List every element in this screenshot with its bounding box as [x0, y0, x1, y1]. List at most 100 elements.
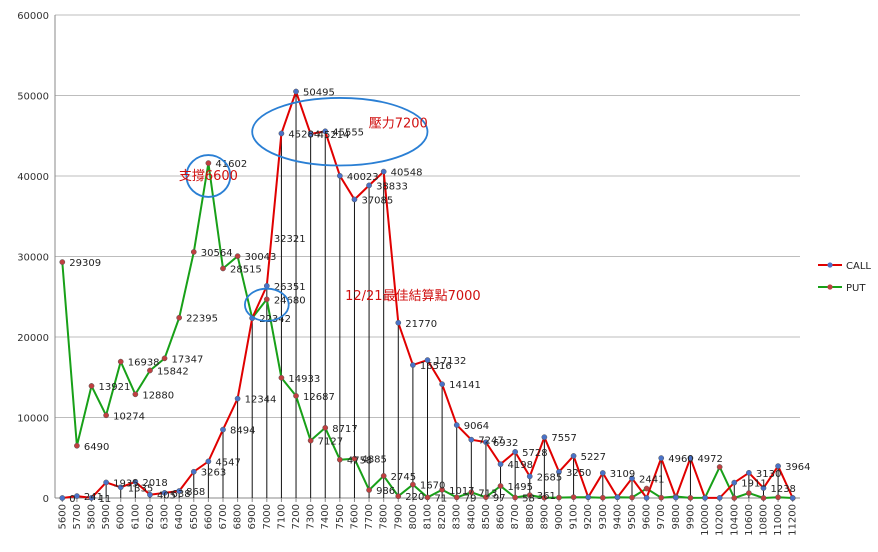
x-tick-label: 8300: [452, 504, 463, 529]
point-call: [629, 475, 635, 482]
x-tick-label: 5700: [72, 504, 83, 529]
x-tick-label: 7100: [276, 504, 287, 529]
x-tick-label: 10000: [700, 504, 711, 536]
data-label: 220: [405, 492, 424, 503]
point-put: [599, 494, 606, 501]
point-put: [541, 494, 548, 501]
annotations: 支撐6600 壓力7200 12/21最佳結算點7000: [179, 97, 481, 322]
x-tick-label: 11200: [788, 504, 799, 536]
data-label: 241: [84, 492, 103, 503]
data-label: 40548: [391, 168, 423, 179]
data-label: 1335: [128, 483, 153, 494]
data-label: 45284: [288, 129, 320, 140]
x-tick-label: 9000: [554, 504, 565, 529]
annotation-text: 壓力7200: [369, 117, 428, 132]
point-put: [263, 296, 270, 303]
x-tick-label: 8700: [510, 504, 521, 529]
point-put: [132, 391, 139, 398]
point-put: [556, 494, 562, 501]
x-tick-label: 9600: [642, 504, 653, 529]
data-label: 41602: [215, 159, 247, 170]
data-label: 17347: [172, 354, 204, 365]
data-label: 12687: [303, 392, 335, 403]
x-tick-label: 8000: [408, 504, 419, 529]
x-tick-label: 8800: [525, 504, 536, 529]
point-put: [512, 494, 518, 501]
data-label: 45555: [332, 127, 364, 138]
point-put: [117, 358, 124, 365]
point-put: [366, 487, 372, 493]
point-put: [687, 495, 694, 501]
x-tick-label: 8500: [481, 504, 492, 529]
data-label: 13921: [99, 382, 131, 393]
point-put: [380, 473, 387, 479]
x-tick-label: 9900: [685, 504, 696, 529]
x-tick-label: 6900: [247, 504, 258, 529]
point-call: [278, 130, 285, 137]
x-tick-label: 6200: [145, 504, 156, 529]
data-label: 3109: [610, 469, 635, 480]
x-tick-label: 11000: [773, 504, 784, 536]
legend-label-put: PUT: [846, 283, 866, 294]
x-tick-label: 6000: [116, 504, 127, 529]
x-tick-label: 10400: [729, 504, 740, 536]
x-tick-label: 10200: [715, 504, 726, 536]
point-call: [88, 495, 95, 501]
data-label: 6490: [84, 442, 109, 453]
data-label: 0: [69, 494, 75, 505]
x-tick-label: 6100: [130, 504, 141, 529]
data-label: 30564: [201, 248, 233, 259]
x-tick-label: 9400: [612, 504, 623, 529]
point-call: [599, 470, 606, 476]
point-put: [88, 383, 95, 389]
highlight-ellipse: [251, 97, 429, 167]
point-call: [453, 422, 460, 428]
data-label: 16938: [128, 358, 160, 369]
data-label: 1935: [113, 478, 138, 489]
point-put: [643, 485, 650, 492]
x-tick-label: 5900: [101, 504, 112, 529]
point-call: [351, 196, 358, 203]
legend: CALL PUT: [818, 261, 871, 294]
point-call: [147, 491, 153, 498]
point-put: [424, 494, 431, 501]
y-tick-label: 60000: [17, 11, 49, 22]
point-call: [614, 494, 621, 501]
data-label: 1017: [449, 486, 474, 497]
point-put: [716, 464, 723, 470]
data-label: 2685: [537, 472, 562, 483]
point-put: [234, 253, 241, 260]
data-label: 638: [172, 489, 191, 500]
highlight-ellipse: [244, 287, 290, 322]
point-put: [59, 259, 66, 265]
point-call: [643, 495, 650, 501]
x-tick-label: 6400: [174, 504, 185, 529]
point-call: [234, 395, 241, 402]
y-tick-label: 10000: [17, 414, 49, 425]
point-put: [410, 481, 416, 488]
legend-marker-put: [827, 284, 833, 290]
x-tick-label: 6500: [189, 504, 200, 529]
point-put: [731, 495, 738, 501]
point-call: [220, 426, 226, 433]
point-call: [658, 455, 665, 461]
point-call: [190, 468, 197, 475]
data-label: 50495: [303, 88, 335, 99]
point-put: [176, 314, 183, 321]
data-label: 40023: [347, 172, 379, 183]
data-label: 4960: [668, 454, 693, 465]
data-label: 45214: [318, 130, 350, 141]
point-put: [483, 494, 489, 501]
y-tick-label: 40000: [17, 172, 49, 183]
x-tick-label: 7000: [262, 504, 273, 529]
point-put: [468, 489, 475, 496]
point-call: [526, 473, 533, 480]
point-call: [410, 362, 416, 368]
point-put: [760, 495, 767, 501]
data-label: 4198: [508, 460, 533, 471]
data-label: 14141: [449, 380, 481, 391]
point-call: [337, 172, 343, 179]
data-label: 37085: [361, 195, 393, 206]
x-tick-label: 9300: [598, 504, 609, 529]
